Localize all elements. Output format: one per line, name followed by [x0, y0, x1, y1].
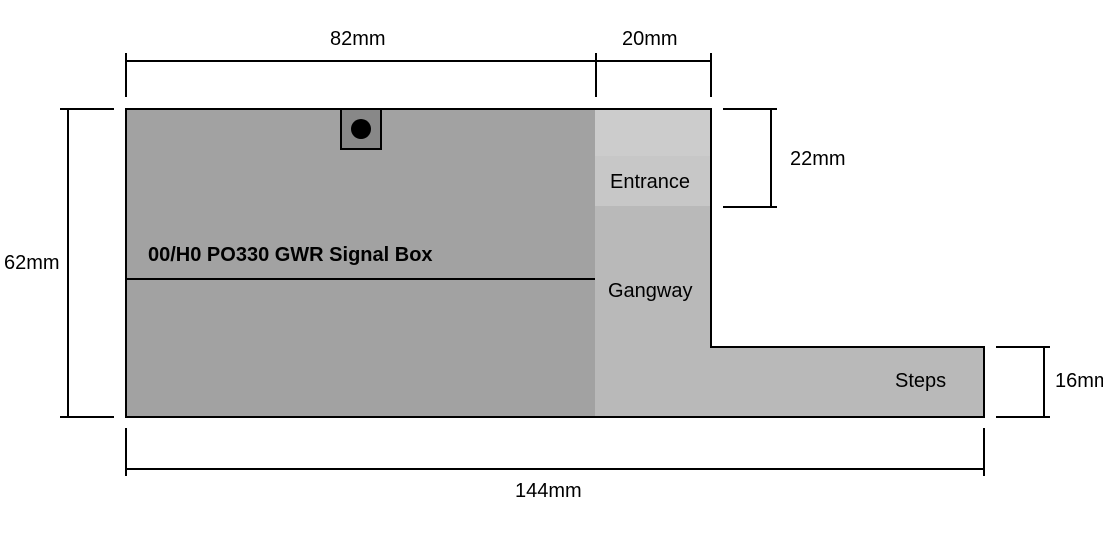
dim-right-steps-tick-b [996, 416, 1050, 418]
dim-right-entrance-line [770, 108, 772, 208]
dim-right-steps: 16mm [1055, 370, 1103, 393]
gangway-label: Gangway [608, 280, 693, 303]
dim-bottom-line [125, 468, 985, 470]
dim-right-steps-tick-t [996, 346, 1050, 348]
ridge-line [127, 278, 595, 280]
dim-bottom-tick-r [983, 428, 985, 476]
dim-bottom-tick-l [125, 428, 127, 476]
steps-label: Steps [895, 370, 946, 393]
dim-left-tick-t [60, 108, 114, 110]
dim-right-steps-line [1043, 346, 1045, 418]
dim-top-side: 20mm [622, 28, 678, 51]
signal-box-diagram: Entrance Gangway Steps 00/H0 PO330 GWR S… [0, 0, 1103, 542]
dim-top-side-tick-r [710, 53, 712, 97]
main-title: 00/H0 PO330 GWR Signal Box [148, 244, 433, 267]
dim-left-line [67, 108, 69, 418]
entrance-label: Entrance [610, 171, 690, 194]
dim-left: 62mm [4, 252, 60, 275]
dim-top-main-tick-l [125, 53, 127, 97]
entrance-upper [595, 108, 712, 158]
gangway [595, 206, 712, 348]
dim-right-entrance-tick-t [723, 108, 777, 110]
steps-top-border [710, 346, 985, 348]
dim-left-tick-b [60, 416, 114, 418]
dim-right-entrance-tick-b [723, 206, 777, 208]
dim-top-side-line [597, 60, 712, 62]
dim-right-entrance: 22mm [790, 148, 846, 171]
dim-top-main: 82mm [330, 28, 386, 51]
dim-top-main-line [125, 60, 597, 62]
dim-bottom: 144mm [515, 480, 582, 503]
chimney-dot [351, 119, 371, 139]
